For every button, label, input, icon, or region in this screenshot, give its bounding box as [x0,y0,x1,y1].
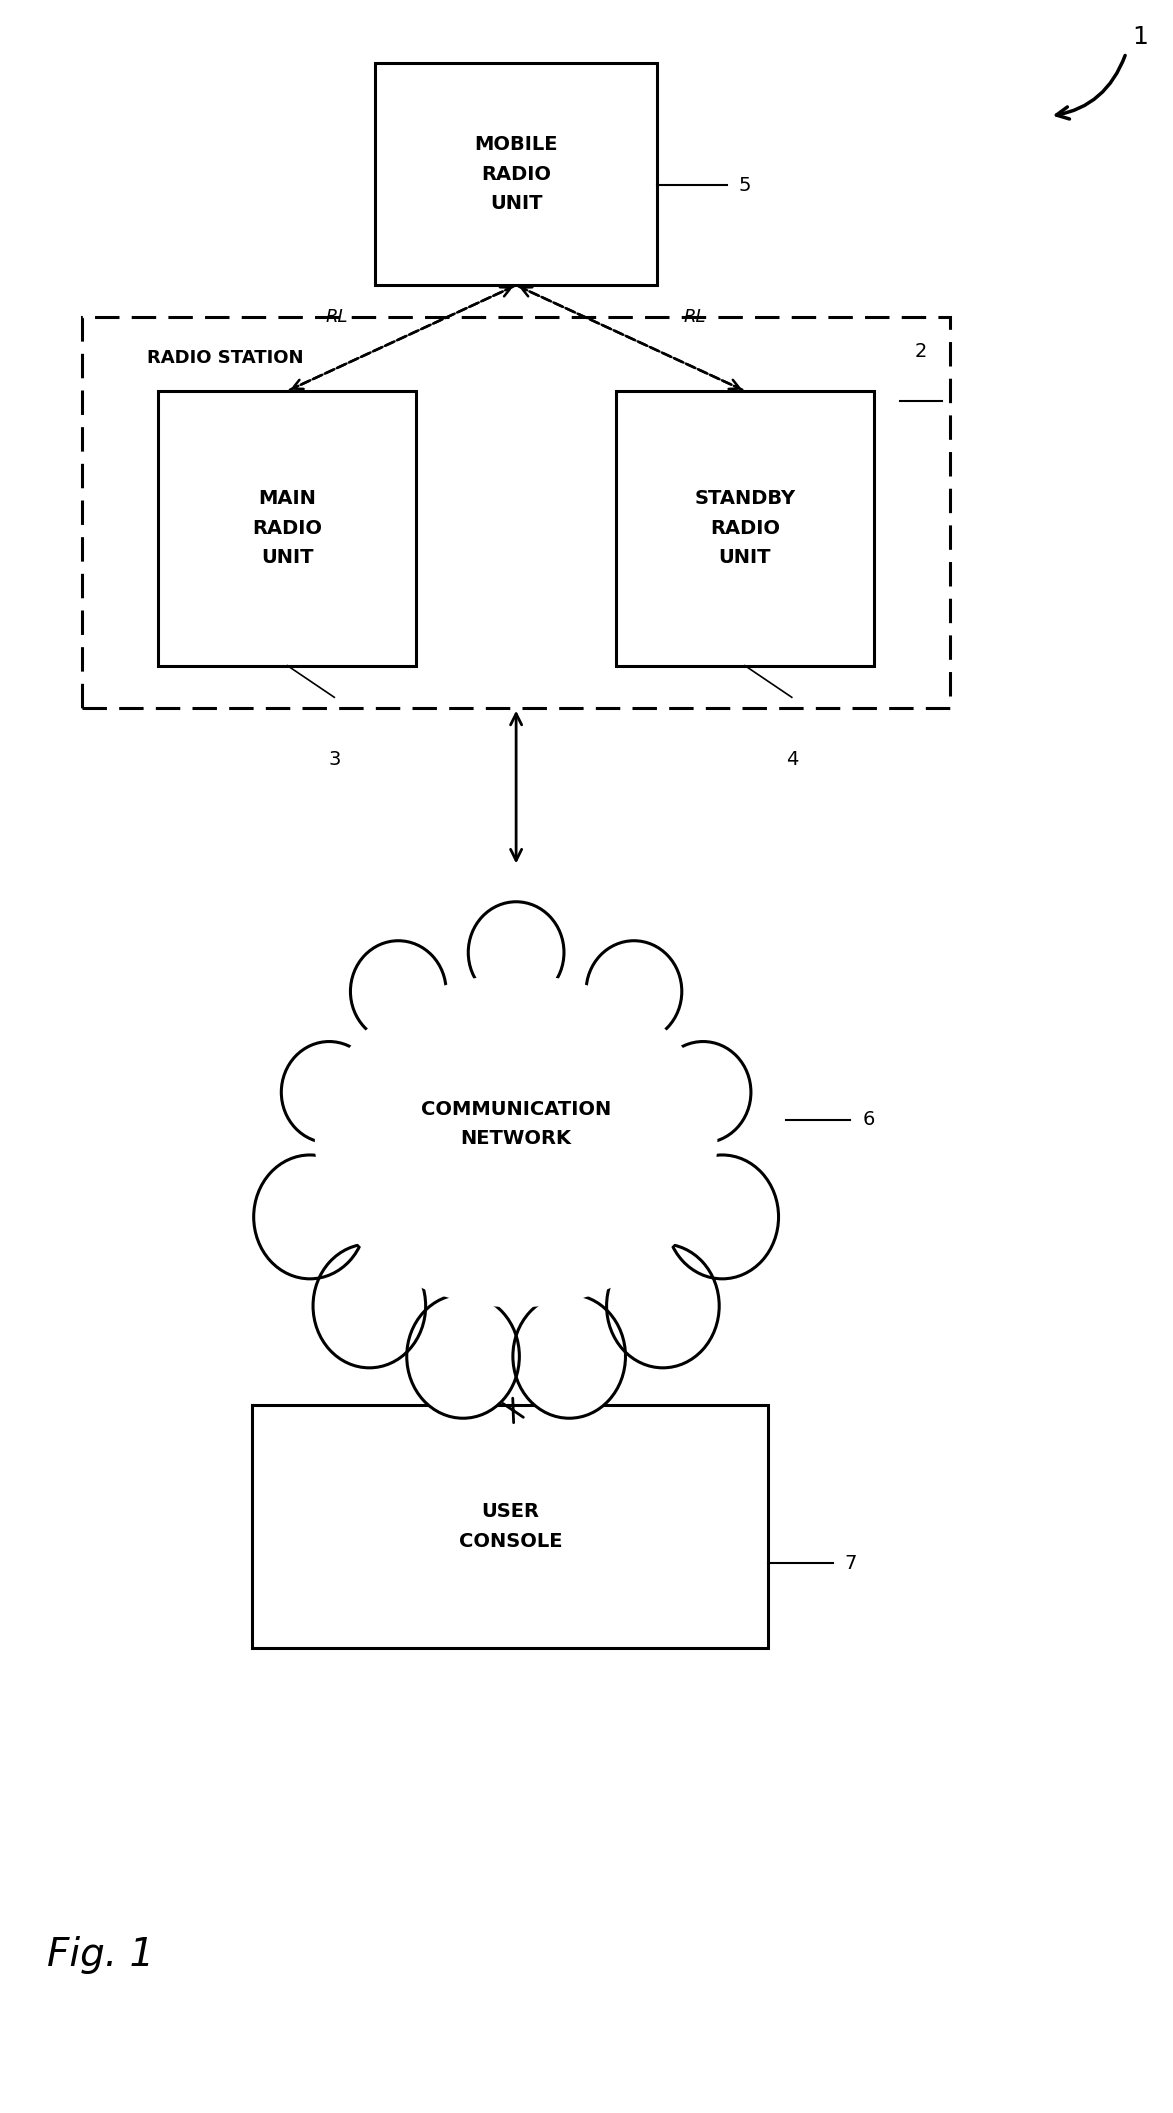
Text: MAIN
RADIO
UNIT: MAIN RADIO UNIT [252,490,323,566]
Text: Fig. 1: Fig. 1 [47,1936,154,1974]
Ellipse shape [513,1295,625,1418]
Ellipse shape [351,940,446,1042]
Text: STANDBY
RADIO
UNIT: STANDBY RADIO UNIT [694,490,795,566]
Text: RL: RL [326,308,348,325]
FancyBboxPatch shape [158,391,416,666]
Text: USER
CONSOLE: USER CONSOLE [459,1502,562,1551]
Ellipse shape [606,1245,719,1367]
FancyBboxPatch shape [375,63,657,285]
Ellipse shape [666,1156,779,1278]
Ellipse shape [253,1156,366,1278]
Text: 4: 4 [786,750,798,769]
FancyBboxPatch shape [252,1405,768,1648]
Text: RADIO STATION: RADIO STATION [147,349,303,368]
Ellipse shape [656,1042,751,1143]
Text: 1: 1 [1132,25,1148,49]
Ellipse shape [314,974,718,1308]
Text: 6: 6 [862,1111,875,1128]
Ellipse shape [468,902,564,1004]
FancyBboxPatch shape [616,391,874,666]
Ellipse shape [284,942,748,1342]
Ellipse shape [586,940,682,1042]
Text: MOBILE
RADIO
UNIT: MOBILE RADIO UNIT [474,135,558,213]
Text: 7: 7 [845,1553,857,1572]
Text: 2: 2 [915,342,927,361]
Ellipse shape [282,1042,377,1143]
Text: 5: 5 [739,175,752,194]
Ellipse shape [407,1295,520,1418]
FancyBboxPatch shape [82,317,950,708]
Text: RL: RL [684,308,706,325]
Text: 3: 3 [328,750,340,769]
Ellipse shape [313,1245,426,1367]
Text: COMMUNICATION
NETWORK: COMMUNICATION NETWORK [421,1101,611,1147]
